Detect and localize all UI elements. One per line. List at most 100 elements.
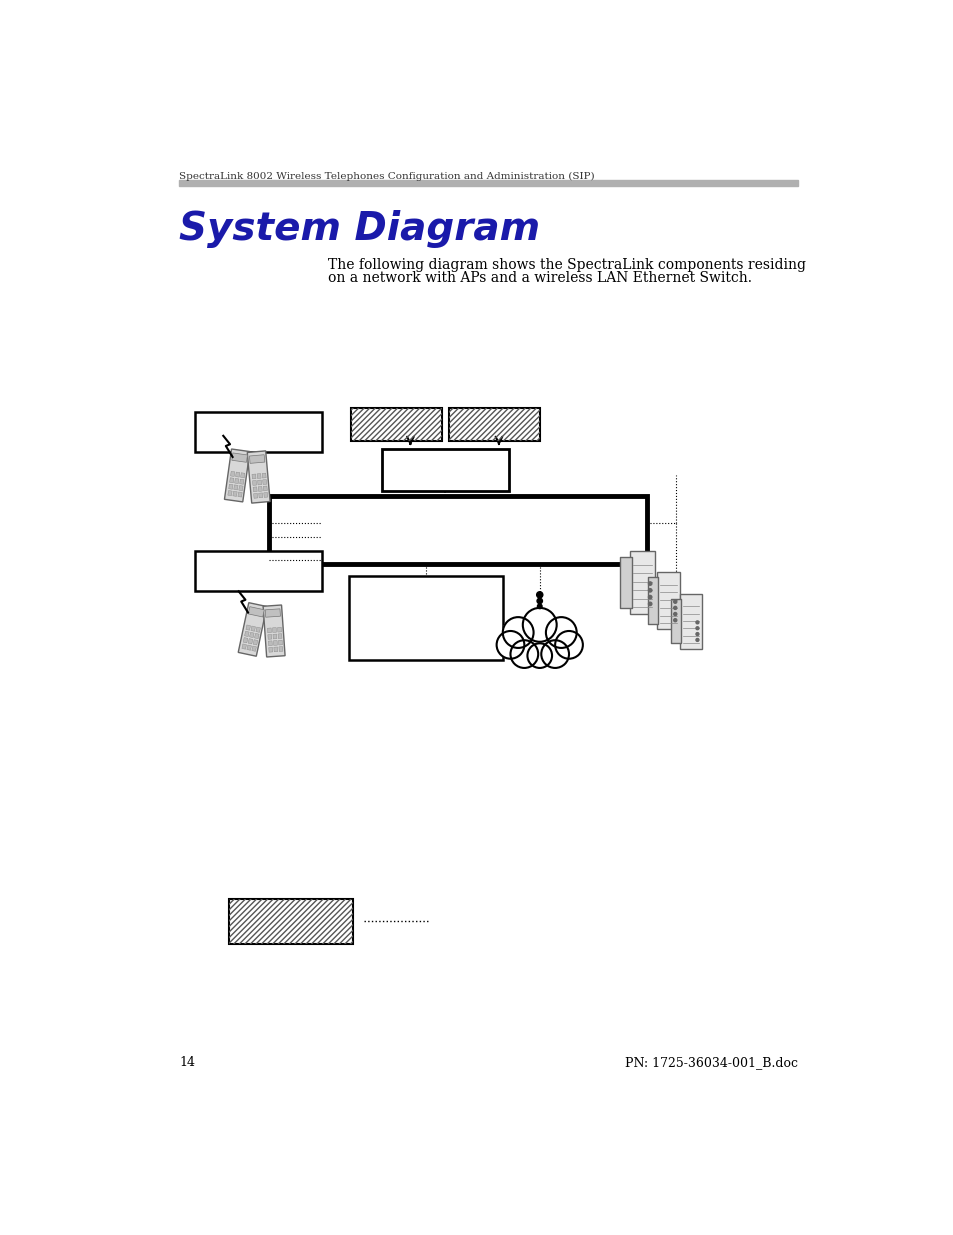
Bar bbox=[262, 479, 267, 484]
Bar bbox=[619, 557, 631, 608]
Bar bbox=[247, 451, 270, 503]
Bar bbox=[264, 493, 268, 498]
Bar bbox=[229, 899, 353, 944]
Bar bbox=[228, 490, 232, 495]
Circle shape bbox=[673, 613, 676, 615]
Bar bbox=[248, 606, 264, 618]
Circle shape bbox=[537, 592, 542, 598]
Bar bbox=[194, 551, 321, 592]
Bar bbox=[248, 638, 253, 643]
Bar bbox=[278, 640, 282, 645]
Bar bbox=[179, 180, 798, 186]
Bar bbox=[242, 643, 246, 650]
Text: on a network with APs and a wireless LAN Ethernet Switch.: on a network with APs and a wireless LAN… bbox=[328, 272, 751, 285]
Bar bbox=[258, 493, 262, 498]
Bar bbox=[263, 605, 285, 657]
Circle shape bbox=[540, 640, 568, 668]
Text: System Diagram: System Diagram bbox=[179, 210, 540, 248]
Circle shape bbox=[555, 631, 582, 658]
Bar bbox=[449, 409, 539, 441]
Bar bbox=[253, 493, 257, 498]
Bar bbox=[229, 484, 233, 489]
Bar bbox=[238, 485, 243, 490]
Bar bbox=[277, 634, 282, 638]
Bar bbox=[244, 631, 249, 636]
Circle shape bbox=[502, 618, 533, 648]
Circle shape bbox=[673, 606, 676, 609]
Bar bbox=[449, 409, 539, 441]
Bar bbox=[224, 450, 250, 501]
Bar bbox=[234, 478, 238, 484]
Bar bbox=[194, 412, 321, 452]
Bar bbox=[253, 487, 257, 492]
Bar bbox=[237, 492, 242, 496]
Bar bbox=[238, 603, 267, 656]
Bar bbox=[255, 627, 260, 632]
Circle shape bbox=[648, 603, 651, 605]
Bar bbox=[267, 627, 272, 632]
Circle shape bbox=[696, 626, 699, 630]
Bar bbox=[268, 635, 272, 640]
Bar bbox=[253, 480, 256, 485]
Circle shape bbox=[537, 604, 541, 609]
Circle shape bbox=[648, 595, 651, 599]
Bar bbox=[265, 609, 280, 618]
Bar bbox=[233, 485, 238, 490]
Bar bbox=[629, 551, 655, 614]
Bar bbox=[278, 647, 283, 652]
Bar bbox=[273, 634, 276, 638]
Bar bbox=[268, 641, 272, 646]
Bar bbox=[381, 448, 508, 490]
Bar bbox=[254, 634, 259, 638]
Circle shape bbox=[673, 600, 676, 603]
Bar bbox=[249, 454, 265, 463]
Circle shape bbox=[497, 631, 524, 658]
Bar bbox=[273, 627, 276, 632]
Bar bbox=[274, 641, 277, 646]
Bar bbox=[247, 645, 252, 651]
Bar bbox=[232, 453, 247, 462]
Circle shape bbox=[510, 640, 537, 668]
Bar bbox=[229, 899, 353, 944]
Bar bbox=[252, 646, 256, 651]
Bar bbox=[647, 578, 658, 624]
Circle shape bbox=[673, 619, 676, 621]
Bar bbox=[246, 625, 251, 630]
Circle shape bbox=[527, 643, 552, 668]
Bar bbox=[679, 594, 701, 648]
Bar bbox=[251, 626, 255, 631]
Bar bbox=[269, 647, 273, 652]
Bar bbox=[258, 487, 262, 492]
Circle shape bbox=[537, 598, 542, 604]
Bar bbox=[269, 496, 646, 564]
Text: The following diagram shows the SpectraLink components residing: The following diagram shows the SpectraL… bbox=[328, 258, 805, 272]
Bar bbox=[263, 487, 267, 492]
Circle shape bbox=[648, 582, 651, 585]
Bar bbox=[274, 647, 277, 652]
Bar bbox=[257, 480, 261, 485]
Bar bbox=[240, 473, 245, 478]
Bar bbox=[351, 409, 441, 441]
Bar bbox=[231, 472, 234, 477]
Bar bbox=[656, 572, 679, 630]
Circle shape bbox=[696, 632, 699, 636]
Circle shape bbox=[696, 638, 699, 641]
Bar bbox=[235, 472, 239, 477]
Circle shape bbox=[696, 621, 699, 624]
Bar bbox=[239, 479, 244, 484]
Bar bbox=[250, 632, 253, 637]
Text: 14: 14 bbox=[179, 1056, 195, 1068]
Circle shape bbox=[545, 618, 577, 648]
Bar bbox=[277, 627, 281, 632]
Text: SpectraLink 8002 Wireless Telephones Configuration and Administration (SIP): SpectraLink 8002 Wireless Telephones Con… bbox=[179, 172, 595, 182]
Text: PN: 1725-36034-001_B.doc: PN: 1725-36034-001_B.doc bbox=[625, 1056, 798, 1068]
Bar bbox=[233, 492, 237, 496]
Bar bbox=[253, 640, 257, 645]
Circle shape bbox=[522, 608, 557, 642]
Bar bbox=[230, 478, 233, 483]
Bar bbox=[252, 474, 255, 479]
Bar bbox=[256, 473, 261, 478]
Bar bbox=[351, 409, 441, 441]
Bar bbox=[670, 599, 680, 643]
Bar bbox=[243, 637, 248, 643]
